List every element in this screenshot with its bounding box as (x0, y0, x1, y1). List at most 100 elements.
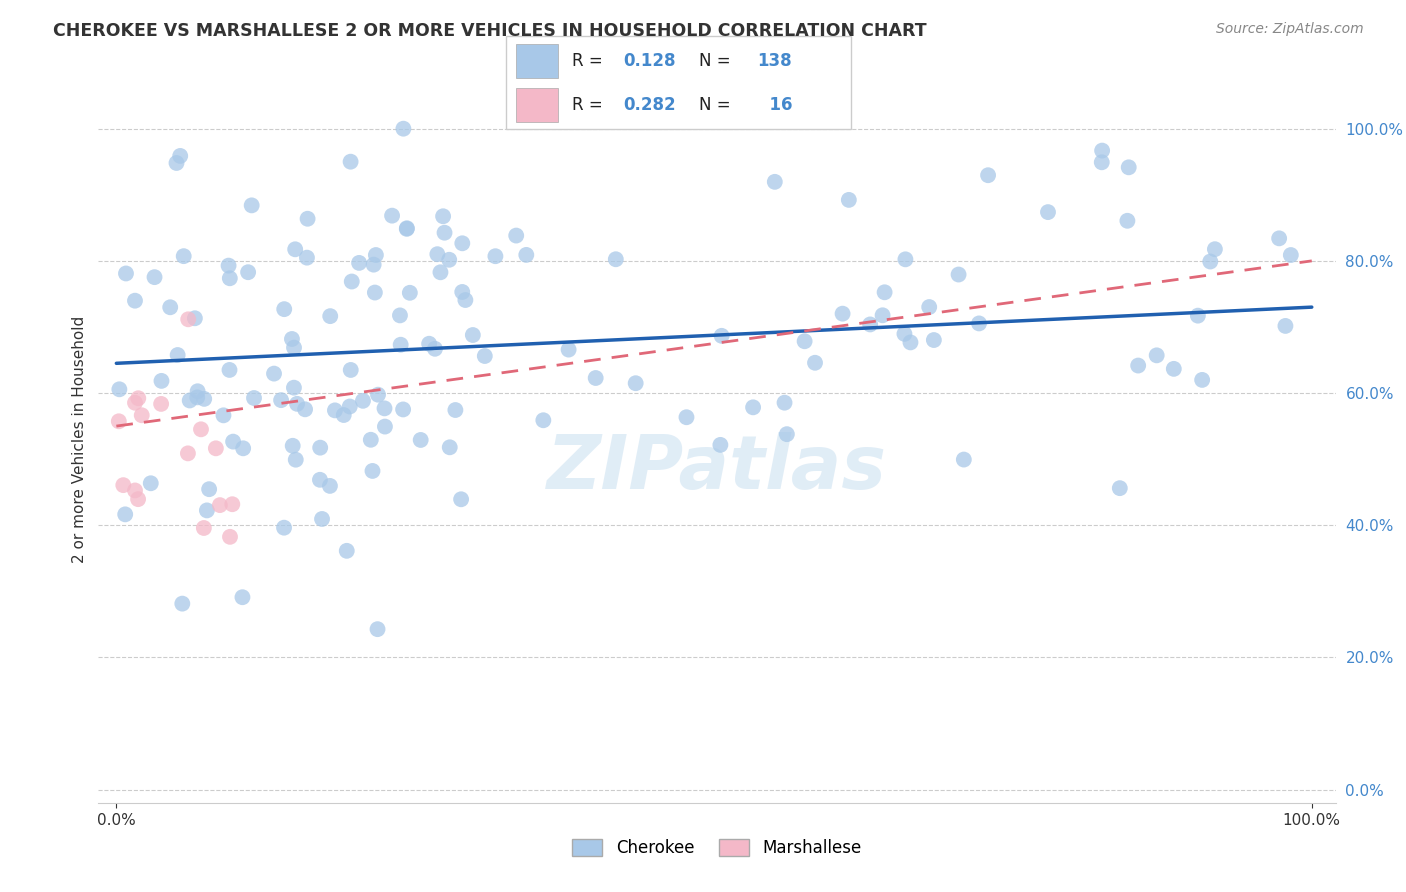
Point (184, 311, 207, 326)
Point (710, 328, 733, 343)
Point (364, 248, 387, 262)
Point (339, 363, 361, 377)
FancyBboxPatch shape (506, 36, 851, 129)
Point (108, 414, 131, 428)
Point (150, 374, 173, 388)
Point (948, 268, 970, 282)
Point (347, 256, 370, 270)
Point (166, 348, 188, 362)
Point (190, 422, 212, 436)
Point (309, 441, 332, 455)
Point (450, 492, 472, 507)
Text: N =: N = (699, 96, 735, 114)
Point (236, 265, 259, 279)
Text: 16: 16 (758, 96, 792, 114)
Text: 0.282: 0.282 (623, 96, 676, 114)
Bar (516, 88, 558, 122)
Point (918, 300, 941, 314)
Point (177, 312, 200, 326)
Point (1163, 362, 1185, 376)
Point (1199, 254, 1222, 268)
Point (336, 544, 359, 558)
Point (169, 149, 191, 163)
Point (461, 328, 484, 343)
Point (273, 302, 295, 317)
Point (319, 479, 342, 493)
Point (1118, 161, 1140, 175)
Point (1091, 144, 1114, 158)
Point (395, 221, 418, 235)
Point (1274, 318, 1296, 333)
Text: CHEROKEE VS MARSHALLESE 2 OR MORE VEHICLES IN HOUSEHOLD CORRELATION CHART: CHEROKEE VS MARSHALLESE 2 OR MORE VEHICL… (53, 22, 927, 40)
Point (1116, 214, 1139, 228)
Point (859, 318, 882, 332)
Point (115, 267, 138, 281)
Point (838, 193, 860, 207)
Point (426, 247, 449, 261)
Point (872, 308, 894, 322)
Point (1091, 155, 1114, 169)
Point (281, 439, 304, 453)
Point (294, 402, 316, 417)
Point (398, 285, 420, 300)
Point (173, 249, 195, 263)
Point (389, 337, 412, 351)
Point (309, 473, 332, 487)
Point (295, 251, 318, 265)
Point (222, 434, 245, 449)
Point (218, 271, 240, 285)
Point (773, 395, 796, 409)
Bar (516, 44, 558, 78)
Point (395, 222, 418, 236)
Point (439, 252, 461, 267)
Point (131, 409, 153, 423)
Point (363, 258, 385, 272)
Point (195, 503, 218, 517)
Point (139, 476, 162, 491)
Point (285, 397, 308, 411)
Point (297, 211, 319, 226)
Text: N =: N = (699, 52, 735, 70)
Point (198, 482, 221, 496)
Point (150, 397, 173, 411)
Point (977, 168, 1000, 182)
Point (967, 317, 990, 331)
Point (709, 438, 731, 452)
Point (311, 512, 333, 526)
Point (1279, 248, 1302, 262)
Point (108, 382, 131, 396)
Point (444, 403, 467, 417)
Point (205, 442, 228, 456)
Point (361, 464, 384, 478)
Point (114, 508, 136, 522)
Text: R =: R = (572, 52, 607, 70)
Point (374, 419, 396, 434)
Point (240, 198, 263, 212)
Point (143, 270, 166, 285)
Point (451, 285, 474, 299)
Point (388, 309, 411, 323)
Point (323, 403, 346, 417)
Point (332, 408, 354, 422)
Point (1146, 348, 1168, 362)
Point (127, 492, 149, 507)
Point (742, 401, 765, 415)
Point (283, 381, 305, 395)
Point (922, 333, 945, 347)
Text: ZIPatlas: ZIPatlas (547, 432, 887, 505)
Point (515, 248, 537, 262)
Point (127, 391, 149, 405)
Point (893, 326, 915, 341)
Point (953, 452, 976, 467)
Point (873, 285, 896, 300)
Point (208, 498, 231, 512)
Point (284, 242, 307, 256)
Point (675, 410, 697, 425)
Point (166, 156, 188, 170)
Point (474, 349, 496, 363)
Point (218, 363, 240, 377)
Point (763, 175, 786, 189)
Point (392, 402, 415, 417)
Y-axis label: 2 or more Vehicles in Household: 2 or more Vehicles in Household (72, 316, 87, 563)
Text: R =: R = (572, 96, 607, 114)
